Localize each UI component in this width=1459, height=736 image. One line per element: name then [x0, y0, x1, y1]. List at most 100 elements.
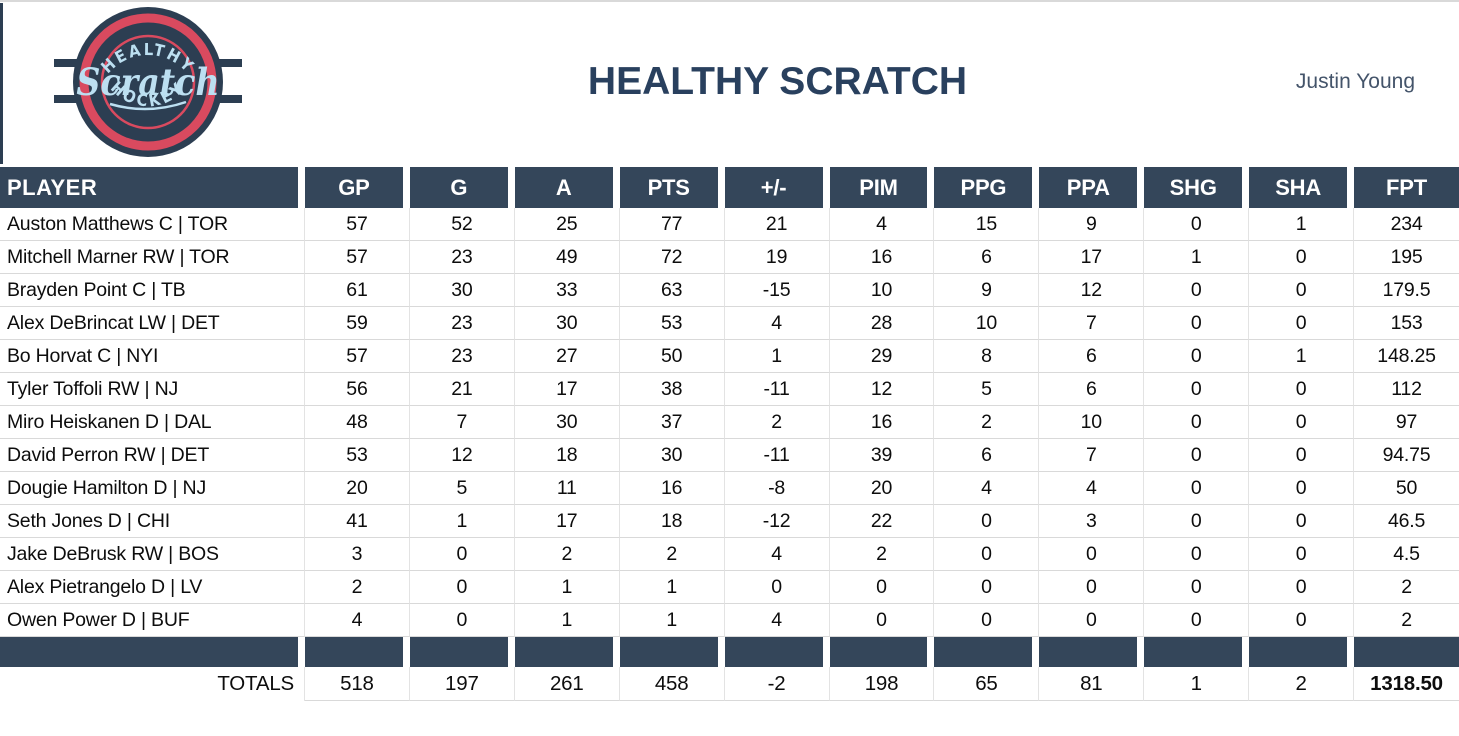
stat-cell-plusminus[interactable]: -15	[724, 274, 830, 307]
stat-cell-sha[interactable]: 1	[1249, 208, 1355, 241]
player-cell[interactable]: Auston Matthews C | TOR	[0, 208, 305, 241]
stat-cell-pts[interactable]: 18	[619, 505, 725, 538]
stat-cell-fpt[interactable]: 46.5	[1354, 505, 1459, 538]
stat-cell-g[interactable]: 52	[409, 208, 515, 241]
stat-cell-a[interactable]: 1	[514, 571, 620, 604]
player-cell[interactable]: Bo Horvat C | NYI	[0, 340, 305, 373]
stat-cell-a[interactable]: 2	[514, 538, 620, 571]
stat-cell-g[interactable]: 23	[409, 340, 515, 373]
stat-cell-plusminus[interactable]: 4	[724, 538, 830, 571]
stat-cell-pts[interactable]: 53	[619, 307, 725, 340]
stat-cell-sha[interactable]: 0	[1249, 439, 1355, 472]
stat-cell-ppg[interactable]: 4	[934, 472, 1040, 505]
stat-cell-ppg[interactable]: 2	[934, 406, 1040, 439]
stat-cell-plusminus[interactable]: -8	[724, 472, 830, 505]
stat-cell-pts[interactable]: 1	[619, 571, 725, 604]
stat-cell-shg[interactable]: 0	[1144, 208, 1250, 241]
player-cell[interactable]: Jake DeBrusk RW | BOS	[0, 538, 305, 571]
stat-cell-plusminus[interactable]: -11	[724, 373, 830, 406]
player-cell[interactable]: Miro Heiskanen D | DAL	[0, 406, 305, 439]
stat-cell-a[interactable]: 17	[514, 505, 620, 538]
stat-cell-shg[interactable]: 1	[1144, 241, 1250, 274]
stat-cell-pts[interactable]: 72	[619, 241, 725, 274]
stat-cell-a[interactable]: 11	[514, 472, 620, 505]
stat-cell-pim[interactable]: 28	[829, 307, 935, 340]
stat-cell-pts[interactable]: 1	[619, 604, 725, 637]
stat-cell-gp[interactable]: 2	[305, 571, 410, 604]
stat-cell-ppg[interactable]: 0	[934, 604, 1040, 637]
player-cell[interactable]: Alex Pietrangelo D | LV	[0, 571, 305, 604]
stat-cell-sha[interactable]: 0	[1249, 538, 1355, 571]
player-cell[interactable]: Mitchell Marner RW | TOR	[0, 241, 305, 274]
stat-cell-g[interactable]: 12	[409, 439, 515, 472]
stat-cell-g[interactable]: 0	[409, 571, 515, 604]
stat-cell-pim[interactable]: 22	[829, 505, 935, 538]
stat-cell-ppg[interactable]: 0	[934, 538, 1040, 571]
stat-cell-shg[interactable]: 0	[1144, 340, 1250, 373]
stat-cell-sha[interactable]: 1	[1249, 340, 1355, 373]
stat-cell-shg[interactable]: 0	[1144, 571, 1250, 604]
stat-cell-g[interactable]: 21	[409, 373, 515, 406]
stat-cell-ppg[interactable]: 9	[934, 274, 1040, 307]
stat-cell-sha[interactable]: 0	[1249, 307, 1355, 340]
stat-cell-g[interactable]: 7	[409, 406, 515, 439]
totals-cell-ppa[interactable]: 81	[1039, 667, 1145, 701]
stat-cell-ppg[interactable]: 8	[934, 340, 1040, 373]
stat-cell-pim[interactable]: 16	[829, 241, 935, 274]
stat-cell-a[interactable]: 25	[514, 208, 620, 241]
stat-cell-plusminus[interactable]: -11	[724, 439, 830, 472]
stat-cell-pim[interactable]: 20	[829, 472, 935, 505]
stat-cell-sha[interactable]: 0	[1249, 406, 1355, 439]
stat-cell-sha[interactable]: 0	[1249, 472, 1355, 505]
stat-cell-pts[interactable]: 63	[619, 274, 725, 307]
totals-cell-g[interactable]: 197	[409, 667, 515, 701]
column-header-g[interactable]: G	[409, 167, 515, 208]
player-cell[interactable]: Dougie Hamilton D | NJ	[0, 472, 305, 505]
column-header-pts[interactable]: PTS	[619, 167, 725, 208]
stat-cell-pts[interactable]: 37	[619, 406, 725, 439]
stat-cell-plusminus[interactable]: 0	[724, 571, 830, 604]
column-header-gp[interactable]: GP	[305, 167, 410, 208]
player-cell[interactable]: Alex DeBrincat LW | DET	[0, 307, 305, 340]
totals-cell-a[interactable]: 261	[514, 667, 620, 701]
stat-cell-ppa[interactable]: 6	[1039, 340, 1145, 373]
column-header-a[interactable]: A	[514, 167, 620, 208]
player-cell[interactable]: Owen Power D | BUF	[0, 604, 305, 637]
stat-cell-gp[interactable]: 57	[305, 241, 410, 274]
stat-cell-shg[interactable]: 0	[1144, 373, 1250, 406]
stat-cell-a[interactable]: 30	[514, 406, 620, 439]
stat-cell-gp[interactable]: 53	[305, 439, 410, 472]
stat-cell-a[interactable]: 1	[514, 604, 620, 637]
player-cell[interactable]: Seth Jones D | CHI	[0, 505, 305, 538]
stat-cell-ppa[interactable]: 10	[1039, 406, 1145, 439]
stat-cell-pts[interactable]: 16	[619, 472, 725, 505]
stat-cell-fpt[interactable]: 97	[1354, 406, 1459, 439]
stat-cell-gp[interactable]: 48	[305, 406, 410, 439]
stat-cell-pim[interactable]: 12	[829, 373, 935, 406]
stat-cell-gp[interactable]: 41	[305, 505, 410, 538]
stat-cell-pim[interactable]: 0	[829, 604, 935, 637]
stat-cell-g[interactable]: 30	[409, 274, 515, 307]
stat-cell-gp[interactable]: 61	[305, 274, 410, 307]
stat-cell-fpt[interactable]: 2	[1354, 571, 1459, 604]
stat-cell-sha[interactable]: 0	[1249, 241, 1355, 274]
totals-label[interactable]: TOTALS	[0, 667, 305, 701]
stat-cell-plusminus[interactable]: 4	[724, 307, 830, 340]
stat-cell-ppa[interactable]: 0	[1039, 538, 1145, 571]
stat-cell-ppa[interactable]: 9	[1039, 208, 1145, 241]
totals-cell-gp[interactable]: 518	[305, 667, 410, 701]
stat-cell-ppa[interactable]: 17	[1039, 241, 1145, 274]
totals-cell-pts[interactable]: 458	[619, 667, 725, 701]
stat-cell-g[interactable]: 0	[409, 604, 515, 637]
totals-cell-plusminus[interactable]: -2	[724, 667, 830, 701]
stat-cell-plusminus[interactable]: 2	[724, 406, 830, 439]
column-header-player[interactable]: PLAYER	[0, 167, 305, 208]
stat-cell-pts[interactable]: 38	[619, 373, 725, 406]
column-header-plusminus[interactable]: +/-	[724, 167, 830, 208]
stat-cell-a[interactable]: 18	[514, 439, 620, 472]
player-cell[interactable]: David Perron RW | DET	[0, 439, 305, 472]
stat-cell-shg[interactable]: 0	[1144, 274, 1250, 307]
stat-cell-gp[interactable]: 20	[305, 472, 410, 505]
stat-cell-gp[interactable]: 57	[305, 208, 410, 241]
stat-cell-fpt[interactable]: 179.5	[1354, 274, 1459, 307]
